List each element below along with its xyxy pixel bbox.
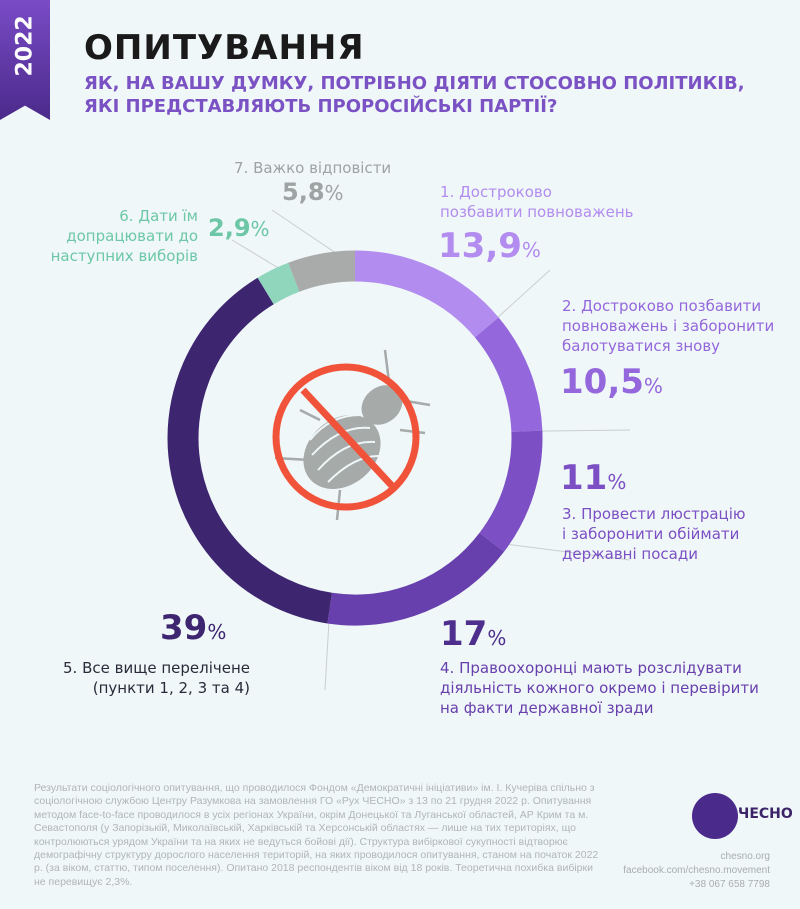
label-line: 2. Достроково позбавити	[562, 297, 762, 315]
label-line: допрацювати до	[66, 227, 198, 245]
segment-value-4: 17%	[440, 614, 506, 654]
label-line: 6. Дати їм	[119, 207, 198, 225]
value-unit: %	[250, 217, 270, 241]
label-line: 3. Провести люстрацію	[562, 505, 746, 523]
donut-segment-7	[288, 250, 356, 292]
value-number: 5,8	[282, 178, 325, 206]
phone: +38 067 658 7798	[689, 879, 770, 890]
donut-segment-5	[167, 277, 333, 624]
label-line: і заборонити обіймати	[562, 525, 740, 543]
segment-value-5: 39%	[160, 608, 226, 648]
value-unit: %	[487, 626, 507, 650]
segment-value-7: 5,8%	[282, 178, 344, 206]
label-line: (пункти 1, 2, 3 та 4)	[92, 679, 250, 697]
donut-segment-1	[354, 250, 499, 338]
chesno-logo	[692, 793, 738, 839]
segment-value-6: 2,9%	[208, 214, 270, 242]
segment-label-2: 2. Достроково позбавити повноважень і заб…	[562, 296, 774, 356]
value-number: 2,9	[208, 214, 251, 242]
page-title: ОПИТУВАННЯ	[84, 28, 365, 68]
subtitle-line: ЯК, НА ВАШУ ДУМКУ, ПОТРІБНО ДІЯТИ СТОСОВ…	[84, 73, 745, 94]
contacts: chesno.org facebook.com/chesno.movement …	[623, 850, 770, 892]
value-unit: %	[607, 470, 627, 494]
label-line: повноважень і заборонити	[562, 317, 775, 335]
leader-line	[526, 429, 631, 432]
value-unit: %	[324, 181, 344, 205]
segment-label-3: 3. Провести люстрацію і заборонити обійма…	[562, 504, 746, 564]
label-line: 1. Достроково	[440, 183, 552, 201]
label-line: позбавити повноважень	[440, 203, 634, 221]
value-number: 39	[160, 608, 208, 648]
value-number: 17	[440, 614, 488, 654]
facebook-link[interactable]: facebook.com/chesno.movement	[623, 865, 770, 876]
segment-label-4: 4. Правоохоронці мають розслідувати діяль…	[440, 658, 759, 718]
value-unit: %	[521, 238, 541, 262]
label-line: державні посади	[562, 545, 698, 563]
value-unit: %	[207, 620, 227, 644]
label-line: на факти державної зради	[440, 699, 654, 717]
value-number: 13,9	[438, 226, 522, 266]
label-line: 4. Правоохоронці мають розслідувати	[440, 659, 742, 677]
value-number: 11	[560, 458, 608, 498]
segment-label-6: 6. Дати їм допрацювати до наступних виборі…	[48, 206, 198, 266]
label-line: наступних виборів	[50, 247, 198, 265]
label-line: балотуватися знову	[562, 337, 721, 355]
no-beetle-icon	[272, 349, 431, 521]
label-line: діяльність кожного окремо і перевірити	[440, 679, 759, 697]
donut-segment-2	[474, 317, 543, 433]
segment-value-1: 13,9%	[438, 226, 541, 266]
value-number: 10,5	[560, 362, 644, 402]
segment-value-2: 10,5%	[560, 362, 663, 402]
subtitle-line: ЯКІ ПРЕДСТАВЛЯЮТЬ ПРОРОСІЙСЬКІ ПАРТІЇ?	[84, 96, 558, 117]
label-line: 5. Все вище перелічене	[63, 659, 250, 677]
year-ribbon: 2022	[0, 0, 50, 120]
leader-line	[491, 541, 631, 561]
segment-label-7: 7. Важко відповісти	[234, 158, 391, 178]
footnote: Результати соціологічного опитування, що…	[34, 782, 599, 888]
segment-label-5: 5. Все вище перелічене (пункти 1, 2, 3 та…	[60, 658, 250, 698]
value-unit: %	[643, 374, 663, 398]
donut-segment-3	[479, 430, 543, 552]
segment-label-1: 1. Достроково позбавити повноважень	[440, 182, 633, 222]
donut-segment-4	[327, 532, 505, 626]
subtitle: ЯК, НА ВАШУ ДУМКУ, ПОТРІБНО ДІЯТИ СТОСОВ…	[84, 72, 745, 118]
brand-name: ЧЕСНО	[738, 806, 793, 822]
donut-segment-6	[257, 262, 300, 305]
label-line: 7. Важко відповісти	[234, 159, 392, 177]
segment-value-3: 11%	[560, 458, 626, 498]
site-link[interactable]: chesno.org	[720, 851, 770, 862]
